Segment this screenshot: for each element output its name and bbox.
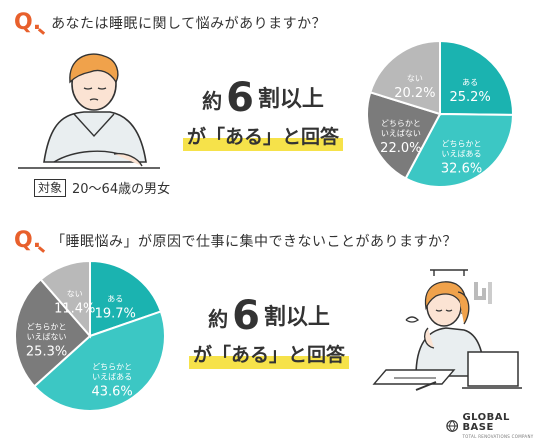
globe-logo-icon xyxy=(446,420,459,432)
pie-1-slice-0 xyxy=(439,39,514,116)
pie-1-slice-2-label: いえばない xyxy=(381,129,421,138)
headline-2-line2: が「ある」と回答 xyxy=(188,340,349,369)
logo-sub: TOTAL RENOVATIONS COMPANY xyxy=(462,434,534,439)
pie-1-slice-2 xyxy=(366,91,442,180)
pie-1-slice-0-label: ある xyxy=(462,78,478,87)
headline-2-number: 6 xyxy=(232,293,260,339)
pie-2-slice-2 xyxy=(14,278,92,388)
headline-1: 約 6 割以上 が「ある」と回答 xyxy=(168,75,358,151)
pie-2-slice-1-label: どちらかと xyxy=(92,362,132,371)
headline-1-suffix: 割以上 xyxy=(257,87,324,112)
pie-2-slice-2-label: いえばない xyxy=(27,332,67,341)
pie-chart-1: ある25.2%どちらかといえばある32.6%どちらかといえばない22.0%ない2… xyxy=(366,39,515,188)
pie-2-slice-1-label: いえばある xyxy=(92,372,132,381)
question-1: Q. あなたは睡眠に関して悩みがありますか？ xyxy=(14,12,326,34)
pie-1-slice-2-value: 22.0% xyxy=(380,141,421,156)
target-value: 20～64歳の男女 xyxy=(72,182,171,197)
pie-2-slice-3 xyxy=(39,259,91,339)
pie-1-slice-3-label: ない xyxy=(407,74,423,83)
headline-2: 約 6 割以上 が「ある」と回答 xyxy=(174,293,364,369)
pie-2-slice-3-value: 11.4% xyxy=(54,301,95,316)
question-1-text: あなたは睡眠に関して悩みがありますか？ xyxy=(51,16,327,32)
pie-2-slice-1-value: 43.6% xyxy=(91,384,132,399)
headline-1-number: 6 xyxy=(226,75,254,121)
logo-name: GLOBAL BASE xyxy=(462,412,510,433)
pie-1-slice-0-value: 25.2% xyxy=(449,90,490,105)
q-mark-1: Q. xyxy=(14,10,42,35)
tired-woman-illustration xyxy=(372,269,522,391)
headline-2-prefix: 約 xyxy=(208,307,229,331)
pie-1-slice-3 xyxy=(369,39,441,116)
pie-2-slice-0-value: 19.7% xyxy=(95,307,136,322)
pie-2-slice-2-value: 25.3% xyxy=(26,344,67,359)
pie-1-slice-1-label: どちらかと xyxy=(442,139,482,148)
target-tag: 対象 xyxy=(34,178,67,197)
question-2-text: 「睡眠悩み」が原因で仕事に集中できないことがありますか？ xyxy=(51,234,458,250)
pie-chart-2: ある19.7%どちらかといえばある43.6%どちらかといえばない25.3%ない1… xyxy=(14,259,166,412)
pie-2-slice-1 xyxy=(32,310,166,412)
pie-1-slice-1-value: 32.6% xyxy=(441,161,482,176)
target-audience: 対象 20～64歳の男女 xyxy=(34,178,170,197)
pie-1-slice-2-label: どちらかと xyxy=(381,119,421,128)
pie-2-slice-0-label: ある xyxy=(107,295,123,304)
sleepy-man-illustration xyxy=(18,53,160,169)
headline-1-line2: が「ある」と回答 xyxy=(182,122,343,151)
headline-1-prefix: 約 xyxy=(202,89,223,113)
pie-2-slice-2-label: どちらかと xyxy=(27,322,67,331)
pie-1-slice-1-label: いえばある xyxy=(442,149,482,158)
question-2: Q. 「睡眠悩み」が原因で仕事に集中できないことがありますか？ xyxy=(14,230,457,252)
pie-2-slice-3-label: ない xyxy=(67,289,83,298)
headline-2-suffix: 割以上 xyxy=(263,305,330,330)
pie-1-slice-1 xyxy=(404,112,515,188)
pie-1-slice-3-value: 20.2% xyxy=(394,86,435,101)
global-base-logo: GLOBAL BASE TOTAL RENOVATIONS COMPANY xyxy=(446,413,536,439)
q-mark-2: Q. xyxy=(14,228,42,253)
